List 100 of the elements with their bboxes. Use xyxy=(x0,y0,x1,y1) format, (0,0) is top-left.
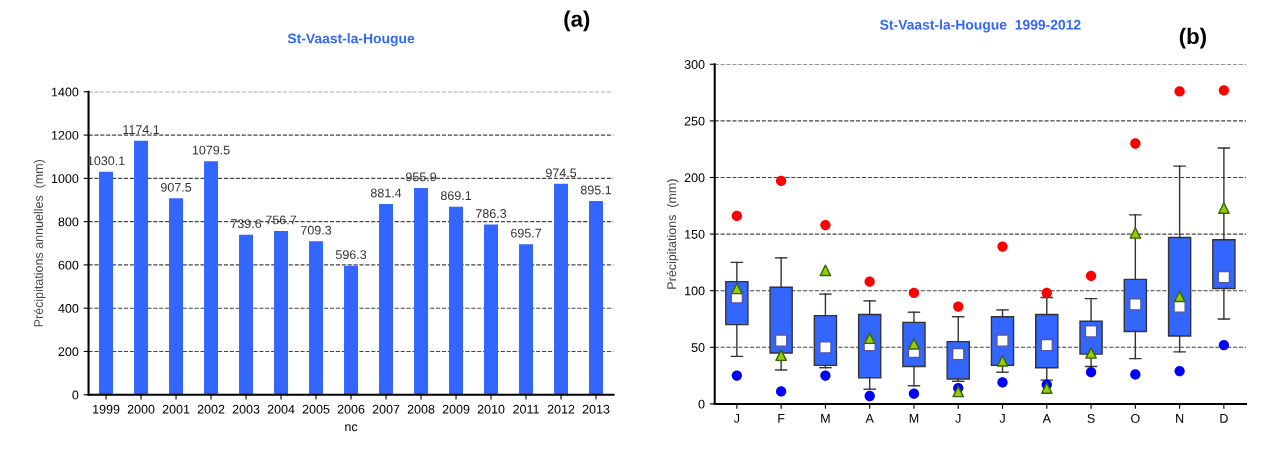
point xyxy=(820,370,831,381)
bar xyxy=(554,183,569,395)
point xyxy=(864,390,875,402)
y-tick-label: 150 xyxy=(685,229,705,239)
y-tick-label: 50 xyxy=(691,343,705,352)
bar xyxy=(449,206,464,395)
x-tick-label: M xyxy=(821,414,830,423)
data-label: 1079.5 xyxy=(192,145,230,155)
data-label: 786.3 xyxy=(476,209,507,218)
data-label: 1174.1 xyxy=(123,125,160,134)
y-tick-label: 100 xyxy=(685,286,705,296)
y-axis-title: Précipitations annuelles (mm) xyxy=(33,159,46,327)
x-tick-label: 2012 xyxy=(547,404,575,414)
point xyxy=(1085,347,1097,359)
bar xyxy=(239,234,254,395)
point xyxy=(1130,369,1141,380)
bar xyxy=(484,224,499,395)
point xyxy=(1218,85,1230,96)
point xyxy=(731,210,743,222)
chart-title: St-Vaast-la-Hougue 1999-2012 xyxy=(880,19,1081,33)
bar xyxy=(99,171,114,395)
y-tick-label: 200 xyxy=(58,347,79,357)
point xyxy=(1174,365,1185,377)
point xyxy=(997,241,1008,252)
x-tick-label: F xyxy=(778,414,785,423)
point xyxy=(996,355,1009,367)
text: nc xyxy=(345,424,358,432)
x-tick-label: J xyxy=(999,414,1005,423)
point xyxy=(775,386,787,397)
x-tick-label: 2006 xyxy=(337,404,365,414)
point xyxy=(863,332,876,345)
x-tick-label: 2011 xyxy=(513,404,539,414)
x-tick-label: 2002 xyxy=(197,404,225,414)
point xyxy=(819,264,832,277)
text: (a) xyxy=(564,10,590,32)
point xyxy=(1218,202,1230,214)
y-tick-label: 800 xyxy=(58,217,79,227)
bar xyxy=(414,187,429,395)
point xyxy=(775,349,787,362)
y-tick-label: 400 xyxy=(58,303,79,313)
x-tick-label: N xyxy=(1176,414,1184,423)
point xyxy=(1129,227,1142,239)
data-label: 907.5 xyxy=(160,182,192,192)
x-tick-label: 2001 xyxy=(162,404,190,414)
bar xyxy=(134,140,149,395)
y-tick-label: 600 xyxy=(58,260,79,270)
x-tick-label: 2013 xyxy=(582,404,610,414)
chart-title: St-Vaast-la-Hougue xyxy=(287,33,415,47)
bar xyxy=(519,244,534,395)
y-tick-label: 300 xyxy=(684,60,705,69)
data-label: 695.7 xyxy=(511,228,542,238)
point xyxy=(1085,367,1097,378)
bar xyxy=(274,231,289,395)
text: (b) xyxy=(1179,27,1206,49)
x-tick-label: 1999 xyxy=(93,404,120,414)
x-tick-label: M xyxy=(909,414,919,423)
y-tick-label: 1200 xyxy=(51,130,79,140)
bar xyxy=(204,161,219,395)
bar xyxy=(309,241,324,395)
x-tick-label: S xyxy=(1087,413,1095,423)
x-tick-label: 2003 xyxy=(232,404,260,414)
point xyxy=(1218,339,1230,351)
point xyxy=(952,385,965,398)
y-tick-label: 1400 xyxy=(51,87,79,97)
point xyxy=(731,282,743,295)
data-label: 881.4 xyxy=(370,188,402,198)
x-tick-label: 2010 xyxy=(477,404,505,414)
bar xyxy=(379,204,394,395)
data-label: 709.3 xyxy=(301,225,332,235)
x-tick-label: A xyxy=(865,414,874,423)
y-axis-title: Précipitations (mm) xyxy=(666,179,679,289)
x-tick-label: O xyxy=(1131,413,1140,423)
bar xyxy=(344,265,359,395)
y-tick-label: 0 xyxy=(698,399,705,409)
y-tick-label: 250 xyxy=(684,116,705,126)
data-label: 596.3 xyxy=(335,250,367,260)
x-tick-label: J xyxy=(733,414,740,423)
point xyxy=(1174,86,1185,97)
point xyxy=(953,301,964,312)
point xyxy=(1130,138,1141,149)
x-tick-label: 2008 xyxy=(407,404,435,414)
bar xyxy=(589,201,604,395)
x-tick-label: D xyxy=(1220,414,1228,423)
bar xyxy=(169,198,184,395)
point xyxy=(731,370,743,381)
x-tick-label: 2009 xyxy=(442,404,470,414)
point xyxy=(775,175,787,187)
point xyxy=(1040,382,1053,394)
point xyxy=(908,388,920,399)
point xyxy=(820,219,831,231)
point xyxy=(1041,287,1052,299)
point xyxy=(1085,270,1097,282)
point xyxy=(864,276,875,287)
point xyxy=(1173,290,1186,303)
x-tick-label: 2007 xyxy=(372,404,400,414)
point xyxy=(997,377,1008,388)
x-tick-label: 2005 xyxy=(302,404,330,414)
data-label: 869.1 xyxy=(440,191,472,201)
x-tick-label: A xyxy=(1042,414,1051,423)
point xyxy=(908,287,920,299)
